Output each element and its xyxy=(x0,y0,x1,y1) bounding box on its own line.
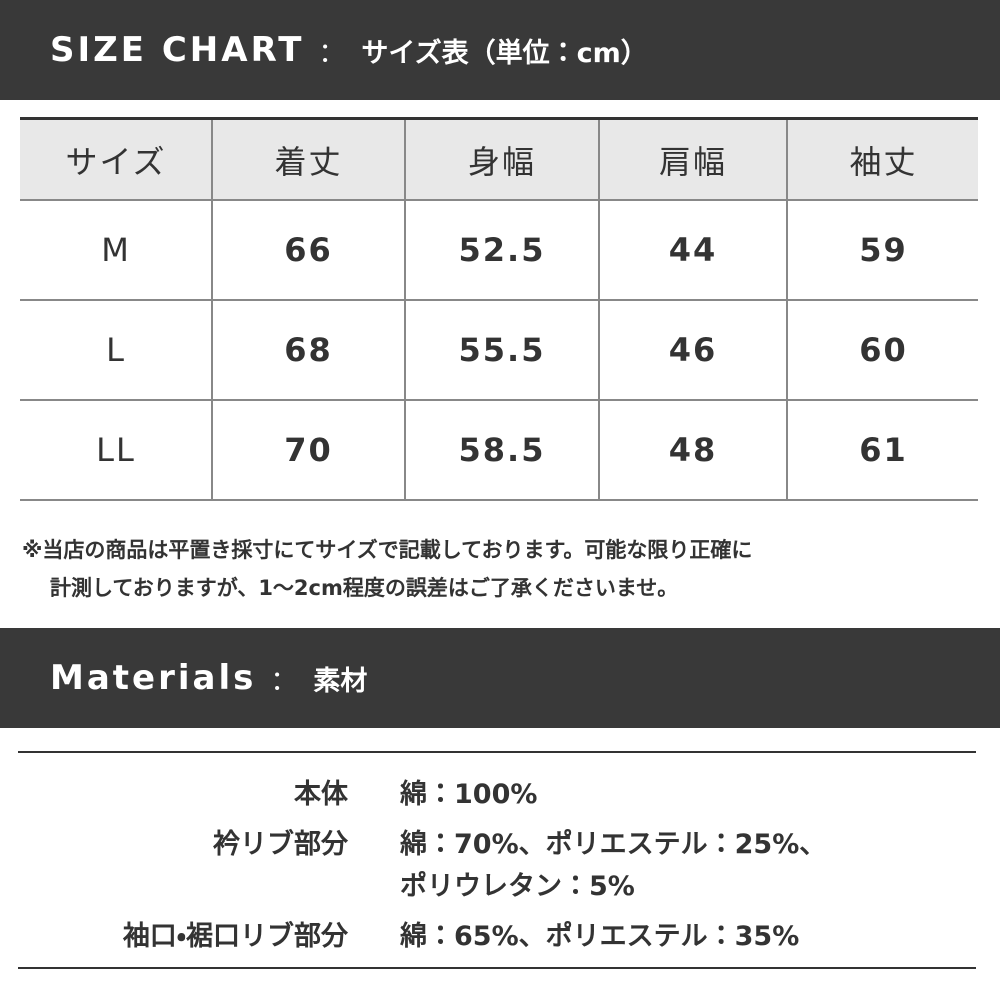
rule xyxy=(18,751,976,753)
size-chart-band: SIZE CHART ： サイズ表（単位：cm） xyxy=(0,0,1000,100)
note: 計測しておりますが、1〜2cm程度の誤差はご了承くださいませ。 xyxy=(50,576,679,600)
cell: 58.5 xyxy=(458,431,546,469)
cell: 55.5 xyxy=(458,331,546,369)
subtitle: 素材 xyxy=(313,665,368,697)
cell: 61 xyxy=(859,431,908,469)
cell: 52.5 xyxy=(458,231,546,269)
cell: 44 xyxy=(668,231,718,269)
rule xyxy=(20,399,978,401)
cell: L xyxy=(106,331,126,369)
subtitle: サイズ表（単位：cm） xyxy=(361,37,648,69)
cell: 68 xyxy=(284,331,333,369)
title: Materials xyxy=(50,658,257,698)
header-cell: 着丈 xyxy=(274,143,343,181)
material-label: 衿リブ部分 xyxy=(213,829,348,860)
cell: 70 xyxy=(284,431,333,469)
rule xyxy=(20,299,978,301)
cell: 46 xyxy=(668,331,718,369)
separator: ： xyxy=(318,37,346,69)
cell: 66 xyxy=(284,231,333,269)
header-cell: 身幅 xyxy=(467,143,536,181)
material-value: 綿：65%、ポリエステル：35% xyxy=(400,921,800,952)
rule xyxy=(211,120,213,500)
separator: ： xyxy=(270,665,298,697)
cell: 60 xyxy=(859,331,908,369)
material-value: 綿：100% xyxy=(400,779,538,810)
rule xyxy=(20,499,978,501)
cell: M xyxy=(101,231,131,269)
cell: 59 xyxy=(859,231,908,269)
rule xyxy=(404,120,406,500)
cell: LL xyxy=(96,431,136,469)
rule xyxy=(20,199,978,201)
rule xyxy=(20,117,978,120)
material-value: ポリウレタン：5% xyxy=(400,871,635,902)
note: ※当店の商品は平置き採寸にてサイズで記載しております。可能な限り正確に xyxy=(22,538,753,562)
title: SIZE CHART xyxy=(50,30,305,70)
header-bg xyxy=(20,120,978,200)
material-label: 袖口・裾口リブ部分 xyxy=(122,921,348,952)
rule xyxy=(18,967,976,969)
rule xyxy=(786,120,788,500)
rule xyxy=(598,120,600,500)
header-cell: 袖丈 xyxy=(849,143,918,181)
material-value: 綿：70%、ポリエステル：25%、 xyxy=(400,829,827,860)
materials-band: Materials ： 素材 xyxy=(0,628,1000,728)
material-label: 本体 xyxy=(294,779,348,810)
header-cell: 肩幅 xyxy=(658,143,727,181)
header-cell: サイズ xyxy=(65,143,167,181)
cell: 48 xyxy=(668,431,718,469)
